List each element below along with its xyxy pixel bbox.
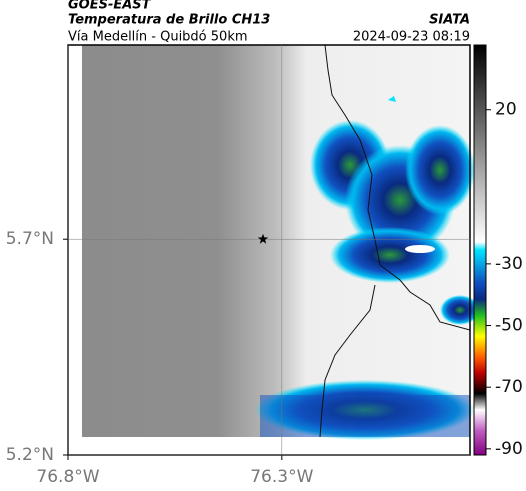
colorbar-label: -90: [495, 439, 523, 459]
borders: [319, 44, 471, 438]
colorbar-label: -70: [495, 377, 523, 397]
x-tick-label: 76.3°W: [250, 467, 313, 487]
colorbar-label: -30: [495, 254, 523, 274]
colorbar-label: 20: [495, 100, 517, 120]
region: Vía Medellín - Quibdó 50km: [68, 30, 248, 45]
colorbar-label: -50: [495, 316, 523, 336]
agency: SIATA: [429, 13, 470, 28]
source: GOES-EAST: [68, 0, 152, 13]
datetime: 2024-09-23 08:19: [353, 30, 470, 45]
y-tick-label: 5.2°N: [6, 445, 54, 465]
location-marker: [257, 233, 269, 244]
y-tick-label: 5.7°N: [6, 229, 54, 249]
product: Temperatura de Brillo CH13: [68, 13, 270, 28]
colorbar: [473, 44, 487, 456]
x-tick-label: 76.8°W: [36, 467, 99, 487]
imagery: [82, 45, 480, 440]
